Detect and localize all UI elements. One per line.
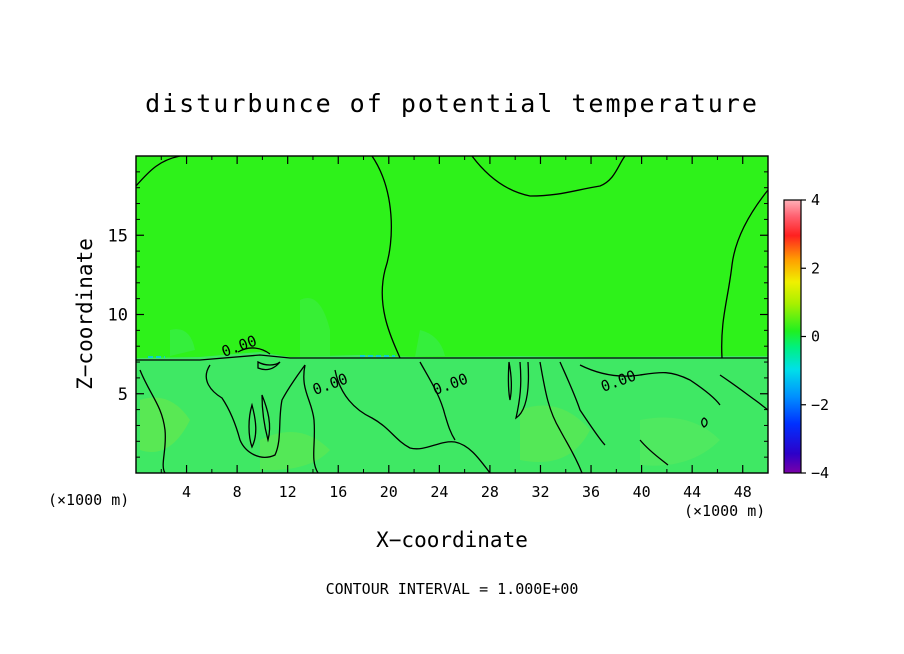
contour-line [334,369,491,473]
contour-line [136,156,181,187]
x-tick-label: 8 [233,483,242,501]
contour-line [248,402,257,449]
contour-line [559,361,606,446]
contour-line [507,361,513,401]
x-axis-ticks: 4 8 12 16 20 24 28 32 36 40 44 48 [160,156,752,501]
colorbar-tick-label: 2 [811,259,820,277]
x-tick-label: 16 [329,483,347,501]
colorbar-tick-label: 0 [811,328,820,346]
contour-interval-note: CONTOUR INTERVAL = 1.000E+00 [326,580,579,598]
y-tick-label: 10 [108,306,128,326]
colorbar-ticks: 4 2 0 −2 −4 [801,191,829,482]
texture-patch [300,298,330,358]
y-tick-label: 15 [108,226,128,246]
texture-patch [140,397,190,452]
contour-line [237,347,271,355]
y-axis-ticks: 5 10 15 [108,171,768,458]
contour-line [579,364,721,406]
x-tick-label: 28 [481,483,499,501]
contour-line [471,156,626,197]
texture-patch [415,330,445,357]
texture-patch [170,329,195,356]
contour-line [419,361,456,441]
texture-patch [520,405,590,462]
contour-line [539,361,583,473]
contour-line [257,360,281,371]
x-tick-label: 32 [531,483,549,501]
x-tick-label: 40 [633,483,651,501]
contour-line [515,361,530,420]
x-tick-label: 4 [182,483,191,501]
contour-line [136,354,768,361]
contour-line [371,156,401,359]
x-tick-label: 24 [430,483,448,501]
colorbar-gradient [783,199,802,474]
contour-line [719,374,768,411]
x-unit-right: (×1000 m) [684,502,765,520]
colorbar-tick-label: 4 [811,191,820,209]
x-axis-label: X−coordinate [376,528,528,552]
x-tick-label: 36 [582,483,600,501]
colorbar-tick-label: −4 [811,464,829,482]
x-tick-label: 48 [734,483,752,501]
x-tick-label: 12 [279,483,297,501]
contour-line [261,394,271,443]
contour-lines [136,156,768,473]
y-tick-label: 5 [118,385,128,405]
texture-patch [640,417,720,466]
contour-line [701,417,708,428]
contour-line [639,439,669,466]
contour-dashes [148,355,395,358]
plot-area [136,156,768,473]
texture-patch [260,432,330,471]
chart-title: disturbunce of potential temperature [145,89,759,118]
x-tick-label: 44 [683,483,701,501]
y-axis-label: Z−coordinate [73,238,97,390]
colorbar: 4 2 0 −2 −4 [783,191,829,482]
x-tick-label: 20 [380,483,398,501]
colorbar-tick-label: −2 [811,396,829,414]
lower-layer [136,298,768,473]
contour-line [205,364,306,458]
contour-line [303,364,319,473]
contour-line [721,189,768,359]
contour-line [139,369,167,473]
x-unit-left: (×1000 m) [48,491,129,509]
